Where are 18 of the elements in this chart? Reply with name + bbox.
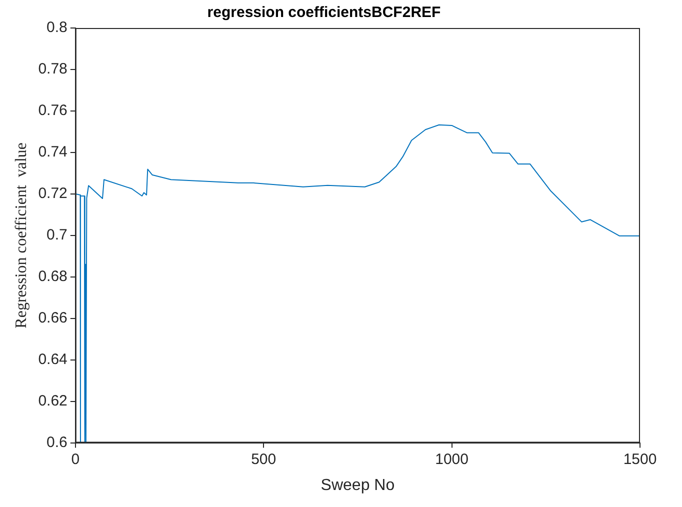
y-tick-label: 0.62 (38, 392, 68, 410)
x-tick-label: 1000 (435, 450, 468, 468)
y-tick-label: 0.76 (38, 102, 68, 120)
y-tick-label: 0.66 (38, 310, 68, 326)
y-tick-label: 0.7 (46, 226, 68, 244)
y-tick-label: 0.72 (38, 185, 68, 202)
x-tick-label: 1500 (623, 450, 657, 468)
chart-title: regression coefficientsBCF2REF (207, 4, 441, 22)
x-tick-label: 0 (71, 450, 80, 468)
y-tick-label: 0.6 (46, 434, 68, 451)
x-axis-title: Sweep No (320, 476, 395, 494)
y-tick-label: 0.8 (46, 19, 68, 36)
y-tick-label: 0.68 (38, 268, 68, 286)
y-tick-label: 0.64 (38, 350, 68, 368)
y-tick-label: 0.78 (38, 60, 68, 78)
y-tick-label: 0.74 (38, 144, 68, 161)
y-axis-title: Regression coefficient value (12, 142, 30, 328)
x-tick-label: 500 (251, 450, 276, 468)
